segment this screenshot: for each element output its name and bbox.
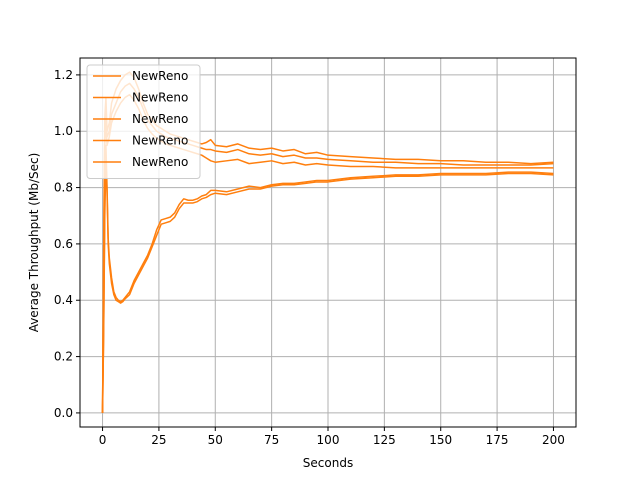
x-tick-label: 200	[542, 433, 565, 447]
legend-entry-label: NewReno	[132, 69, 188, 83]
grid	[80, 58, 576, 427]
y-tick-label: 0.6	[54, 237, 73, 251]
x-tick-label: 150	[429, 433, 452, 447]
x-tick-label: 100	[317, 433, 340, 447]
x-tick-label: 0	[99, 433, 107, 447]
x-tick-label: 175	[486, 433, 509, 447]
y-tick-label: 0.4	[54, 293, 73, 307]
y-tick-label: 1.0	[54, 124, 73, 138]
x-tick-label: 75	[264, 433, 279, 447]
x-tick-label: 125	[373, 433, 396, 447]
legend: NewReno NewReno NewReno NewReno NewReno	[86, 64, 201, 179]
legend-entry-label: NewReno	[132, 155, 188, 169]
y-axis-label: Average Throughput (Mb/Sec)	[27, 153, 41, 333]
x-axis-label: Seconds	[303, 456, 353, 470]
legend-entry-label: NewReno	[132, 112, 188, 126]
legend-box	[86, 64, 201, 179]
legend-entry-label: NewReno	[132, 134, 188, 148]
y-tick-label: 0.8	[54, 181, 73, 195]
y-tick-label: 1.2	[54, 68, 73, 82]
series-line-4	[101, 144, 554, 413]
y-tick-label: 0.0	[54, 406, 73, 420]
ticks: 0 25 50 75 100 125 150 175 200 0.0 0.2 0.4 0.6 0.8 1.0…	[54, 68, 565, 447]
y-tick-label: 0.2	[54, 350, 73, 364]
x-tick-label: 50	[208, 433, 223, 447]
x-tick-label: 25	[151, 433, 166, 447]
legend-entry-label: NewReno	[132, 91, 188, 105]
series-line-5	[101, 158, 554, 413]
